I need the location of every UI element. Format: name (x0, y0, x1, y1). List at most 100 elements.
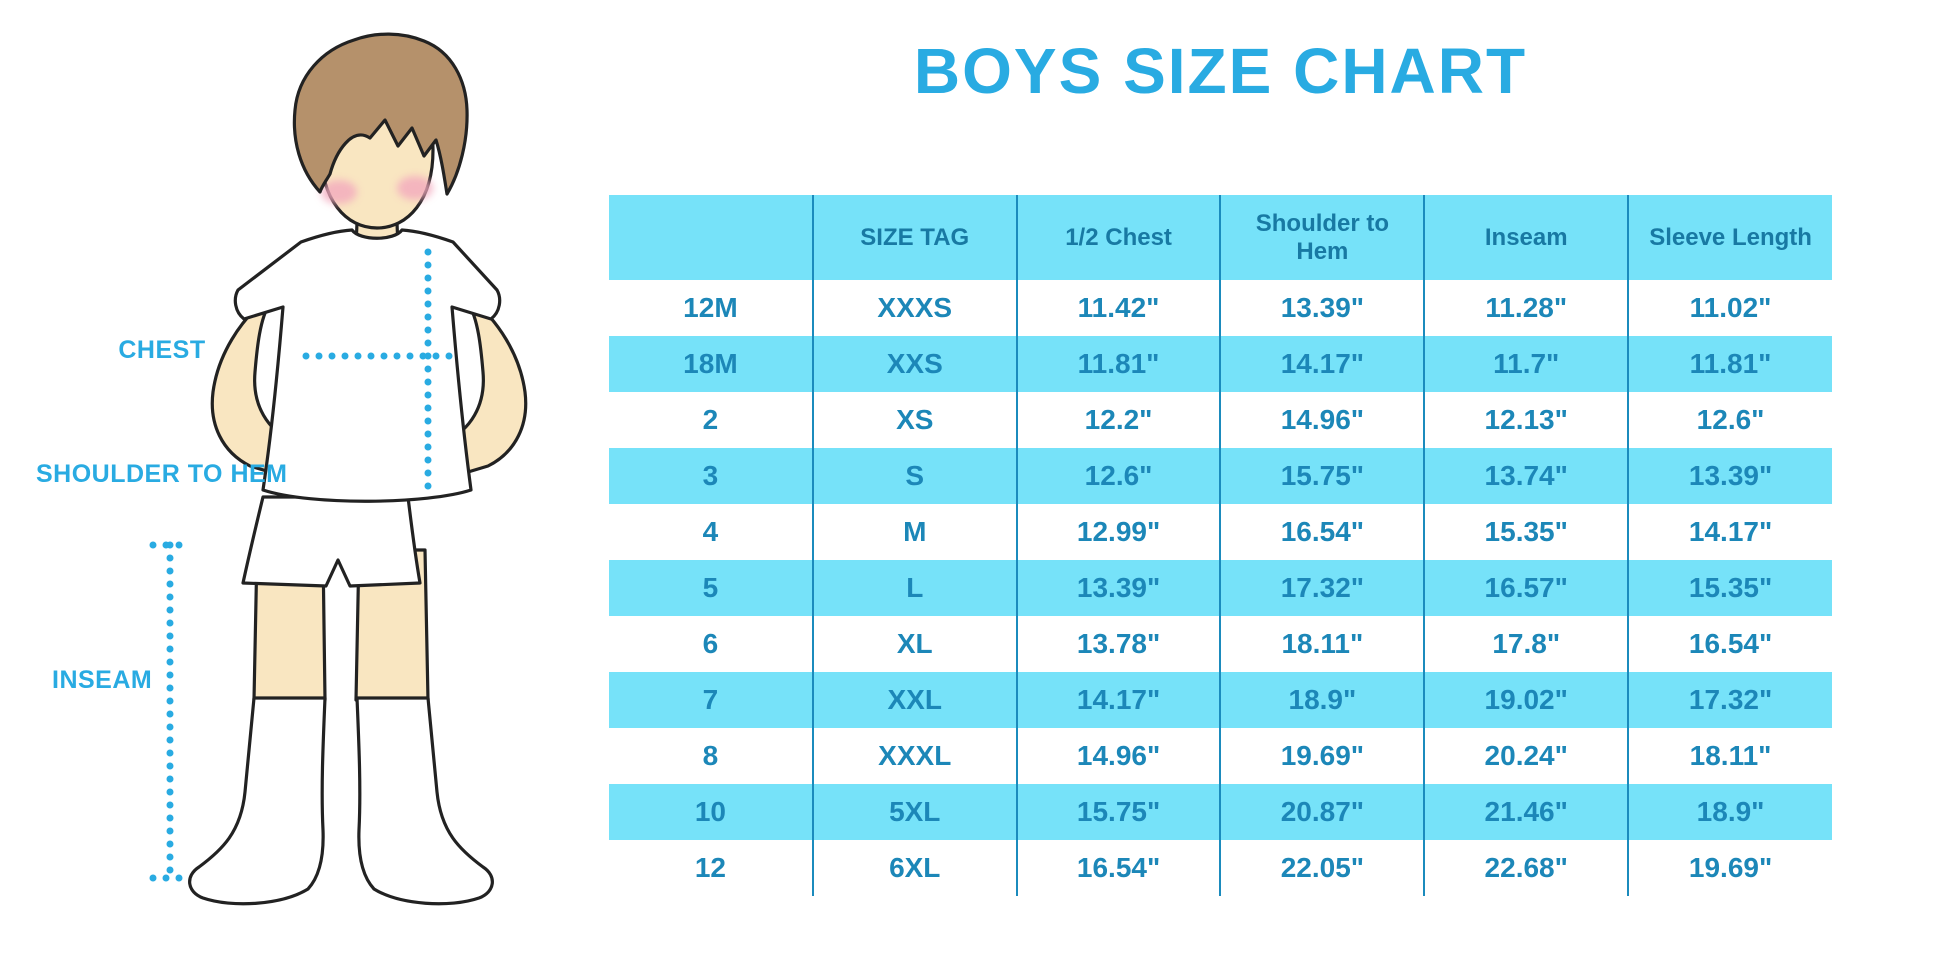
table-cell: 14.17" (1016, 672, 1222, 728)
table-row: 8 XXXL 14.96" 19.69" 20.24" 18.11" (609, 728, 1832, 784)
table-cell: 19.02" (1424, 672, 1630, 728)
table-cell: 14.96" (1016, 728, 1222, 784)
column-header: Inseam (1424, 195, 1630, 280)
column-header: Sleeve Length (1628, 195, 1832, 280)
row-size-label: 10 (609, 784, 814, 840)
table-cell: XXXS (812, 280, 1018, 336)
chest-label: CHEST (118, 336, 206, 364)
table-cell: XXL (812, 672, 1018, 728)
table-row: 2 XS 12.2" 14.96" 12.13" 12.6" (609, 392, 1832, 448)
shoulder-to-hem-label: SHOULDER TO HEM (36, 460, 288, 488)
table-cell: 11.81" (1628, 336, 1832, 392)
table-cell: 18.11" (1220, 616, 1426, 672)
table-cell: 17.32" (1220, 560, 1426, 616)
table-row: 5 L 13.39" 17.32" 16.57" 15.35" (609, 560, 1832, 616)
row-size-label: 5 (609, 560, 814, 616)
table-cell: XL (812, 616, 1018, 672)
table-cell: 15.35" (1424, 504, 1630, 560)
table-cell: 17.32" (1628, 672, 1832, 728)
left-blush (321, 180, 357, 204)
boy-illustration (149, 32, 528, 906)
table-cell: 13.78" (1016, 616, 1222, 672)
table-row: 10 5XL 15.75" 20.87" 21.46" 18.9" (609, 784, 1832, 840)
row-size-label: 12 (609, 840, 814, 896)
left-sock-foot (188, 696, 327, 906)
table-body: 12M XXXS 11.42" 13.39" 11.28" 11.02" 18M XXS 11.… (609, 280, 1832, 896)
table-cell: 12.2" (1016, 392, 1222, 448)
table-row: 7 XXL 14.17" 18.9" 19.02" 17.32" (609, 672, 1832, 728)
column-header: 1/2 Chest (1016, 195, 1222, 280)
size-table: SIZE TAG 1/2 Chest Shoulder to Hem Inseam Sl… (609, 195, 1832, 896)
table-header-row: SIZE TAG 1/2 Chest Shoulder to Hem Inseam Sl… (609, 195, 1832, 280)
table-cell: 12.99" (1016, 504, 1222, 560)
column-header: SIZE TAG (812, 195, 1018, 280)
table-cell: 13.39" (1016, 560, 1222, 616)
table-cell: 21.46" (1424, 784, 1630, 840)
table-cell: 12.13" (1424, 392, 1630, 448)
table-row: 3 S 12.6" 15.75" 13.74" 13.39" (609, 448, 1832, 504)
table-cell: 6XL (812, 840, 1018, 896)
table-cell: 16.54" (1628, 616, 1832, 672)
table-cell: 19.69" (1628, 840, 1832, 896)
table-cell: 11.02" (1628, 280, 1832, 336)
table-cell: 12.6" (1016, 448, 1222, 504)
table-cell: 17.8" (1424, 616, 1630, 672)
table-cell: 16.54" (1016, 840, 1222, 896)
table-cell: 22.05" (1220, 840, 1426, 896)
table-cell: 18.9" (1220, 672, 1426, 728)
table-cell: 11.7" (1424, 336, 1630, 392)
row-size-label: 8 (609, 728, 814, 784)
row-size-label: 18M (609, 336, 814, 392)
table-row: 18M XXS 11.81" 14.17" 11.7" 11.81" (609, 336, 1832, 392)
table-cell: 14.96" (1220, 392, 1426, 448)
row-size-label: 12M (609, 280, 814, 336)
inseam-measure-line (149, 541, 192, 882)
table-row: 12M XXXS 11.42" 13.39" 11.28" 11.02" (609, 280, 1832, 336)
table-cell: 22.68" (1424, 840, 1630, 896)
table-cell: 16.57" (1424, 560, 1630, 616)
table-cell: 15.75" (1016, 784, 1222, 840)
table-cell: M (812, 504, 1018, 560)
table-cell: 14.17" (1220, 336, 1426, 392)
table-cell: 20.87" (1220, 784, 1426, 840)
row-size-label: 4 (609, 504, 814, 560)
table-cell: 18.11" (1628, 728, 1832, 784)
table-cell: 13.39" (1628, 448, 1832, 504)
table-cell: XS (812, 392, 1018, 448)
table-cell: 14.17" (1628, 504, 1832, 560)
row-size-label: 6 (609, 616, 814, 672)
shorts (241, 495, 422, 588)
table-cell: 15.35" (1628, 560, 1832, 616)
table-cell: 11.81" (1016, 336, 1222, 392)
page-title: BOYS SIZE CHART (913, 35, 1528, 107)
t-shirt (233, 228, 502, 503)
right-sock-foot (355, 696, 494, 906)
table-cell: 15.75" (1220, 448, 1426, 504)
right-blush (397, 176, 433, 200)
table-cell: 19.69" (1220, 728, 1426, 784)
table-cell: L (812, 560, 1018, 616)
row-size-label: 3 (609, 448, 814, 504)
hair (292, 32, 469, 196)
table-cell: 12.6" (1628, 392, 1832, 448)
table-cell: XXXL (812, 728, 1018, 784)
table-cell: 18.9" (1628, 784, 1832, 840)
table-cell: 13.39" (1220, 280, 1426, 336)
column-header: Shoulder to Hem (1220, 195, 1426, 280)
table-cell: S (812, 448, 1018, 504)
table-row: 12 6XL 16.54" 22.05" 22.68" 19.69" (609, 840, 1832, 896)
inseam-label: INSEAM (52, 666, 153, 694)
column-header (609, 195, 814, 280)
table-cell: 13.74" (1424, 448, 1630, 504)
table-cell: XXS (812, 336, 1018, 392)
table-cell: 11.28" (1424, 280, 1630, 336)
row-size-label: 7 (609, 672, 814, 728)
table-cell: 16.54" (1220, 504, 1426, 560)
table-cell: 5XL (812, 784, 1018, 840)
row-size-label: 2 (609, 392, 814, 448)
table-cell: 11.42" (1016, 280, 1222, 336)
table-row: 6 XL 13.78" 18.11" 17.8" 16.54" (609, 616, 1832, 672)
table-row: 4 M 12.99" 16.54" 15.35" 14.17" (609, 504, 1832, 560)
table-cell: 20.24" (1424, 728, 1630, 784)
